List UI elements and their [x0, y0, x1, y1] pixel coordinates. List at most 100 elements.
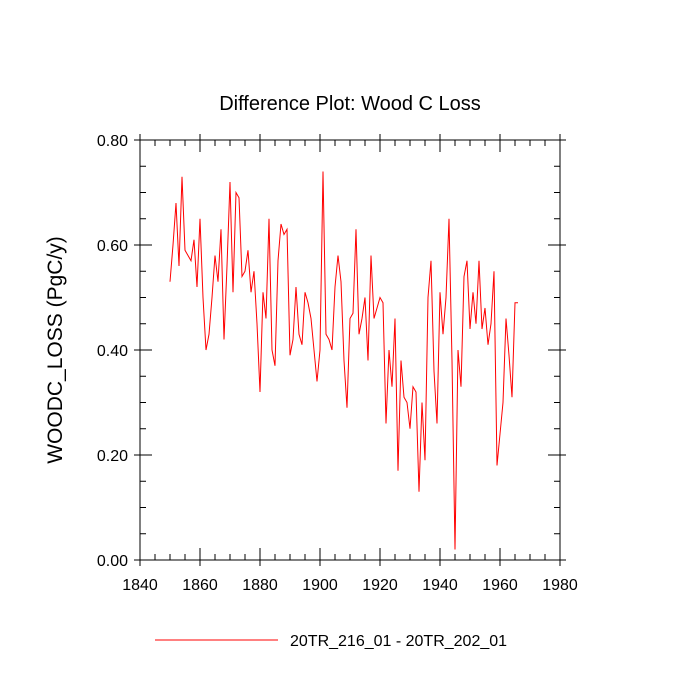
data-point: [407, 402, 408, 403]
data-point: [200, 218, 201, 219]
data-point: [512, 397, 513, 398]
data-point: [449, 218, 450, 219]
data-point: [272, 350, 273, 351]
y-axis-tick-labels: 0.00 0.20 0.40 0.60 0.80: [97, 133, 128, 570]
data-point: [218, 281, 219, 282]
data-point: [374, 318, 375, 319]
data-point: [392, 386, 393, 387]
data-point: [470, 329, 471, 330]
data-point: [179, 266, 180, 267]
data-point: [287, 229, 288, 230]
data-point: [461, 386, 462, 387]
data-point: [473, 292, 474, 293]
data-point: [362, 318, 363, 319]
x-axis-tick-labels: 1840 1860 1880 1900 1920 1940 1960 1980: [122, 577, 578, 594]
data-point: [170, 281, 171, 282]
x-tick-label: 1840: [122, 577, 158, 594]
plot-frame: [139, 139, 561, 561]
data-point: [506, 318, 507, 319]
axis-ticks: [134, 134, 566, 566]
data-point: [188, 255, 189, 256]
data-point: [308, 302, 309, 303]
data-point: [203, 297, 204, 298]
y-axis-label: WOODC_LOSS (PgC/y): [44, 236, 67, 464]
data-point: [386, 423, 387, 424]
y-tick-label: 0.40: [97, 343, 128, 360]
data-point: [296, 287, 297, 288]
data-point: [353, 313, 354, 314]
data-point: [227, 266, 228, 267]
data-point: [356, 229, 357, 230]
data-point: [368, 360, 369, 361]
data-point: [518, 302, 519, 303]
x-tick-label: 1860: [182, 577, 218, 594]
data-point: [503, 402, 504, 403]
data-point: [230, 182, 231, 183]
data-point: [410, 428, 411, 429]
data-point: [446, 297, 447, 298]
data-point: [428, 297, 429, 298]
y-tick-label: 0.80: [97, 133, 128, 150]
data-point: [452, 360, 453, 361]
data-point: [377, 308, 378, 309]
data-point: [416, 392, 417, 393]
data-point: [293, 339, 294, 340]
data-point: [419, 491, 420, 492]
data-point: [443, 334, 444, 335]
data-point: [236, 192, 237, 193]
data-point: [281, 224, 282, 225]
data-point: [254, 271, 255, 272]
data-point: [326, 334, 327, 335]
data-point: [209, 334, 210, 335]
chart-title: Difference Plot: Wood C Loss: [219, 93, 481, 115]
x-tick-label: 1980: [542, 577, 578, 594]
data-point: [173, 245, 174, 246]
data-point: [221, 229, 222, 230]
data-point: [248, 250, 249, 251]
data-point: [482, 329, 483, 330]
data-point: [176, 203, 177, 204]
y-tick-label: 0.00: [97, 553, 128, 570]
data-point: [371, 255, 372, 256]
data-point: [422, 402, 423, 403]
data-point: [197, 287, 198, 288]
data-point: [458, 350, 459, 351]
data-point: [194, 239, 195, 240]
data-point: [485, 308, 486, 309]
data-point: [347, 407, 348, 408]
data-point: [491, 323, 492, 324]
data-point: [431, 260, 432, 261]
data-point: [425, 460, 426, 461]
data-point: [320, 350, 321, 351]
data-point: [401, 360, 402, 361]
legend-label: 20TR_216_01 - 20TR_202_01: [290, 633, 507, 650]
data-point: [245, 271, 246, 272]
data-point: [359, 334, 360, 335]
data-point: [275, 365, 276, 366]
data-point: [284, 234, 285, 235]
data-point: [383, 302, 384, 303]
data-point: [299, 334, 300, 335]
data-point: [497, 465, 498, 466]
data-point: [185, 250, 186, 251]
data-point: [314, 350, 315, 351]
data-point: [302, 344, 303, 345]
data-point: [467, 260, 468, 261]
data-point: [332, 350, 333, 351]
data-point: [266, 318, 267, 319]
data-point: [434, 371, 435, 372]
data-point: [233, 292, 234, 293]
data-point: [224, 339, 225, 340]
data-point: [269, 218, 270, 219]
data-point: [260, 392, 261, 393]
series-line-0: [169, 171, 518, 550]
data-point: [389, 350, 390, 351]
data-point: [350, 318, 351, 319]
data-point: [488, 344, 489, 345]
data-point: [317, 381, 318, 382]
data-point: [215, 255, 216, 256]
data-point: [242, 276, 243, 277]
data-point: [329, 339, 330, 340]
data-point: [290, 355, 291, 356]
